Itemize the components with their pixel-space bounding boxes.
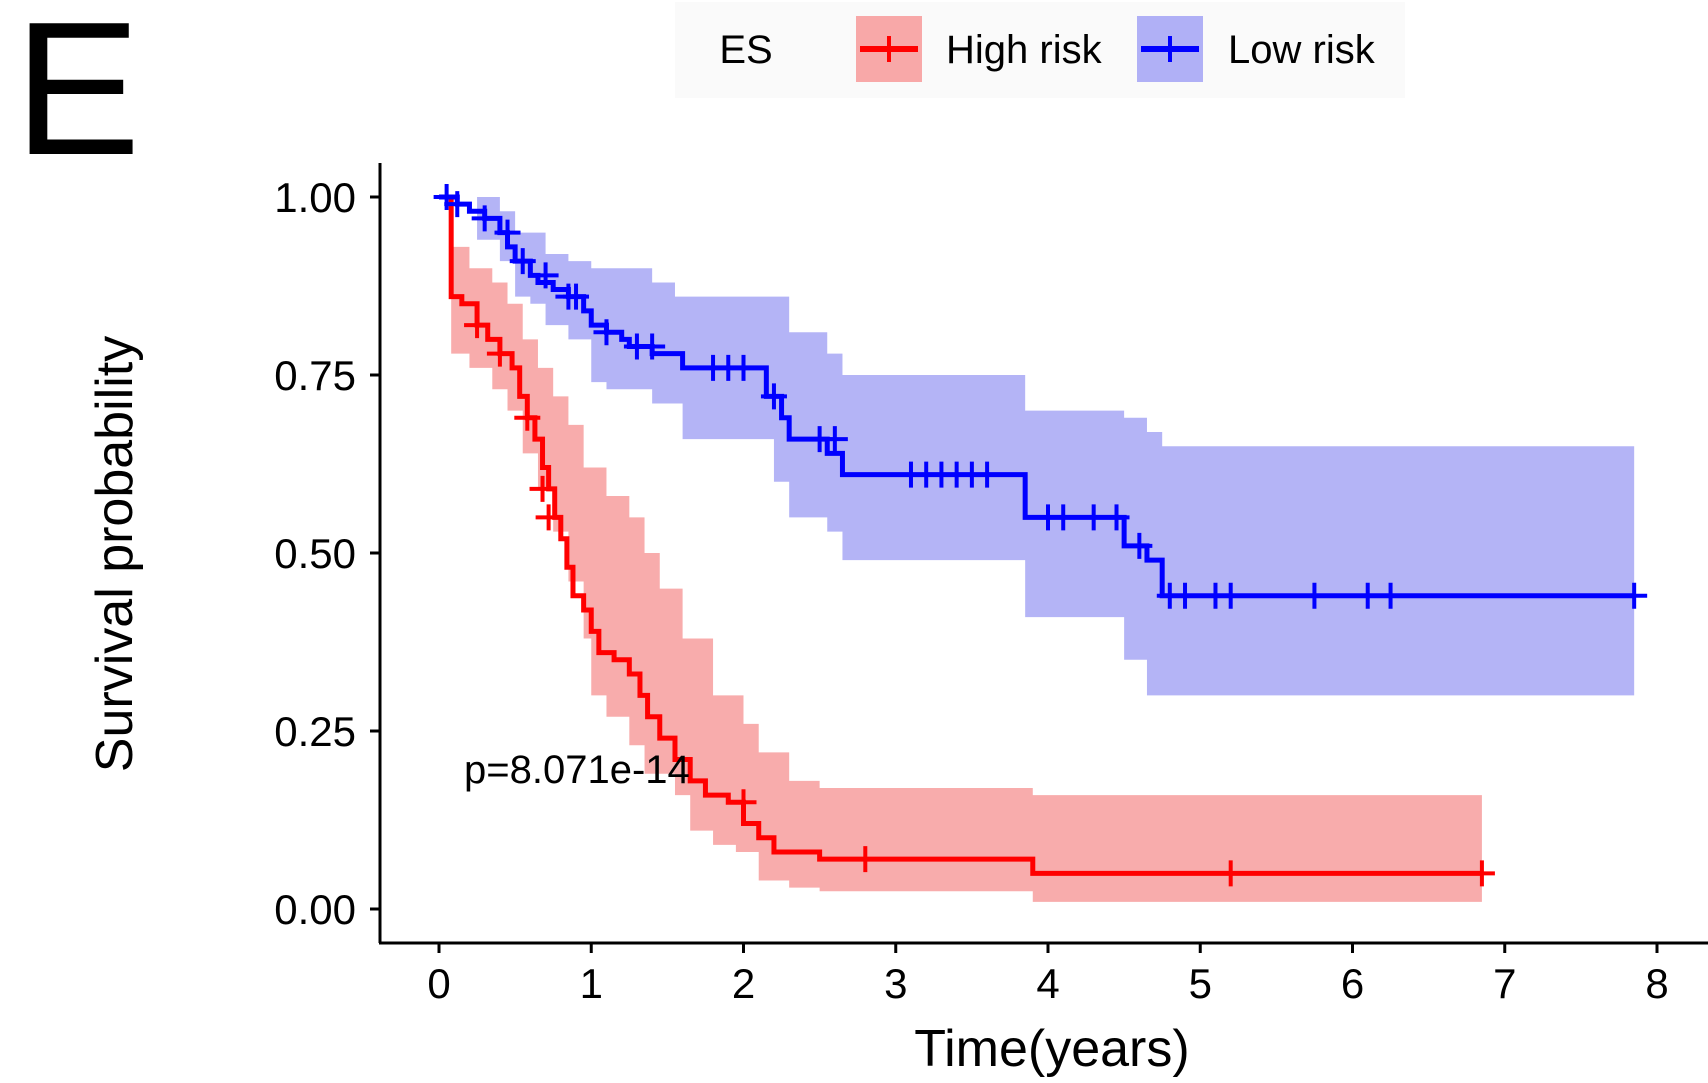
low-risk-censor-mark	[1354, 582, 1381, 609]
x-tick-label: 3	[884, 960, 907, 1007]
y-tick-label: 1.00	[274, 174, 356, 221]
low-risk-censor-mark	[532, 262, 559, 289]
low-risk-censor-mark	[1103, 504, 1130, 531]
high-risk-censor-mark	[529, 475, 556, 502]
x-tick-label: 6	[1341, 960, 1364, 1007]
high-risk-censor-mark	[535, 504, 562, 531]
low-risk-censor-mark	[444, 191, 471, 218]
x-tick-label: 4	[1036, 960, 1059, 1007]
y-tick-label: 0.25	[274, 708, 356, 755]
low-risk-censor-mark	[974, 461, 1001, 488]
low-risk-censor-mark	[639, 333, 666, 360]
x-tick-label: 7	[1493, 960, 1516, 1007]
legend-background	[675, 2, 1405, 98]
y-axis-label: Survival probability	[86, 336, 144, 772]
low-risk-censor-mark	[1301, 582, 1328, 609]
low-risk-censor-mark	[1377, 582, 1404, 609]
high-risk-censor-mark	[852, 846, 879, 873]
x-tick-label: 0	[427, 960, 450, 1007]
low-risk-censor-mark	[1126, 532, 1153, 559]
low-risk-censor-mark	[471, 205, 498, 232]
censor-marks	[433, 184, 1648, 887]
high-risk-censor-mark	[1217, 860, 1244, 887]
low-risk-censor-mark	[730, 354, 757, 381]
y-tick-label: 0.75	[274, 352, 356, 399]
x-tick-label: 5	[1189, 960, 1212, 1007]
x-axis-label: Time(years)	[914, 1020, 1189, 1078]
y-tick-label: 0.00	[274, 886, 356, 933]
low-risk-confidence-band	[439, 197, 1635, 696]
high-risk-censor-mark	[514, 404, 541, 431]
high-risk-censor-mark	[486, 340, 513, 367]
high-risk-confidence-band	[439, 197, 1482, 902]
legend-label-low-risk: Low risk	[1228, 28, 1376, 72]
low-risk-censor-mark	[1217, 582, 1244, 609]
confidence-bands	[439, 197, 1635, 902]
high-risk-censor-mark	[730, 789, 757, 816]
legend-title: ES	[719, 28, 772, 72]
p-value-annotation: p=8.071e-14	[464, 748, 690, 792]
low-risk-censor-mark	[760, 383, 787, 410]
y-tick-label: 0.50	[274, 530, 356, 577]
y-axis-ticks: 0.00 0.25 0.50 0.75 1.00	[274, 174, 380, 933]
low-risk-censor-mark	[1621, 582, 1648, 609]
x-axis-ticks: 0 1 2 3 4 5 6 7 8	[427, 943, 1669, 1007]
low-risk-censor-mark	[494, 219, 521, 246]
low-risk-censor-mark	[821, 426, 848, 453]
x-tick-label: 1	[580, 960, 603, 1007]
legend: ES High risk Low risk	[675, 2, 1405, 98]
high-risk-censor-mark	[1468, 860, 1495, 887]
high-risk-censor-mark	[464, 312, 491, 339]
low-risk-censor-mark	[1172, 582, 1199, 609]
x-tick-label: 2	[732, 960, 755, 1007]
low-risk-censor-mark	[1050, 504, 1077, 531]
low-risk-censor-mark	[563, 283, 590, 310]
panel-label: E	[14, 0, 141, 195]
low-risk-censor-mark	[593, 319, 620, 346]
low-risk-censor-mark	[509, 248, 536, 275]
low-risk-censor-mark	[1080, 504, 1107, 531]
x-tick-label: 8	[1645, 960, 1668, 1007]
legend-label-high-risk: High risk	[946, 28, 1103, 72]
